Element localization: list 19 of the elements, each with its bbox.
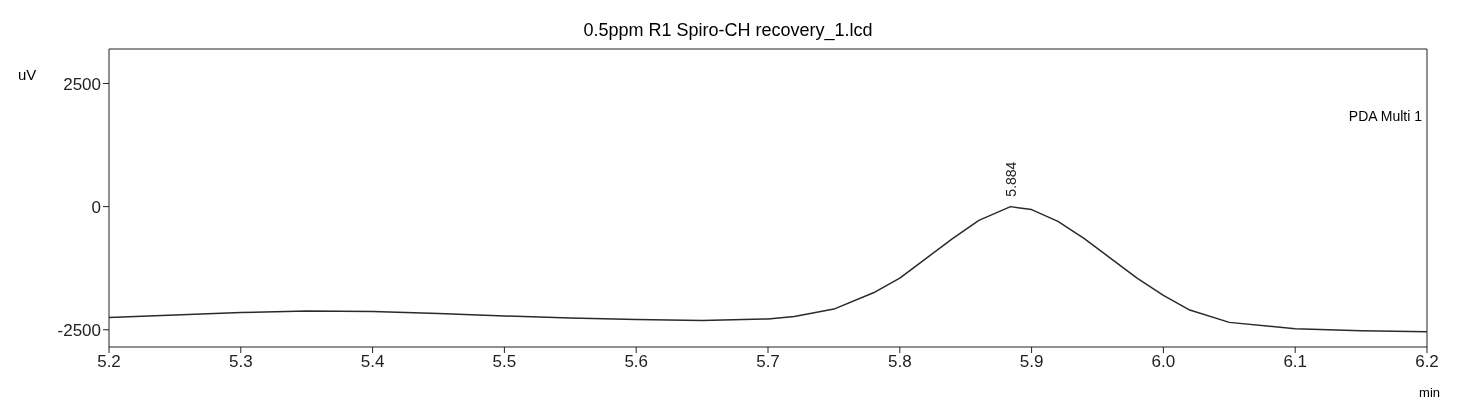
chart-title: 0.5ppm R1 Spiro-CH recovery_1.lcd bbox=[582, 20, 874, 41]
x-tick-label: 6.2 bbox=[1415, 352, 1439, 372]
x-tick-label: 5.2 bbox=[97, 352, 121, 372]
x-tick-label: 5.9 bbox=[1019, 352, 1044, 372]
y-axis-title: uV bbox=[18, 66, 37, 83]
x-tick-label: 5.5 bbox=[492, 352, 517, 372]
x-tick-label: 5.6 bbox=[624, 352, 649, 372]
x-tick-label: 5.4 bbox=[360, 352, 385, 372]
annotation: 5.884 bbox=[1002, 161, 1019, 197]
y-tick-label: -2500 bbox=[57, 320, 101, 340]
y-tick-label: 2500 bbox=[63, 74, 101, 94]
x-tick-label: 5.3 bbox=[228, 352, 253, 372]
x-tick-label: 5.7 bbox=[756, 352, 780, 372]
annotation: PDA Multi 1 bbox=[1348, 108, 1422, 124]
y-tick-label: 0 bbox=[91, 197, 101, 217]
x-tick-label: 5.8 bbox=[887, 352, 912, 372]
x-tick-label: 6.1 bbox=[1283, 352, 1308, 372]
x-axis-title: min bbox=[1419, 385, 1440, 400]
x-tick-label: 6.0 bbox=[1151, 352, 1176, 372]
